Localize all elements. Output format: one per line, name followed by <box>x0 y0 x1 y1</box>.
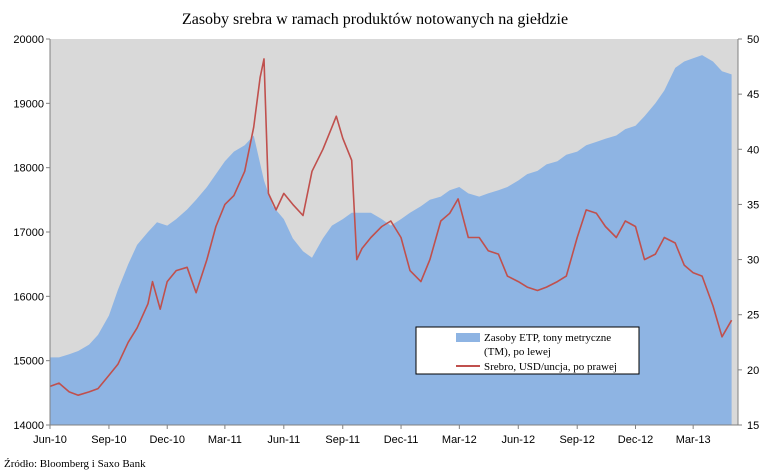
right-tick-label: 25 <box>747 310 759 322</box>
right-axis-ticks: 15 20 25 30 35 40 45 50 <box>738 34 759 432</box>
x-tick-label: Dec-11 <box>384 434 419 446</box>
left-tick-label: 19000 <box>13 98 44 110</box>
right-tick-label: 20 <box>747 365 759 377</box>
left-axis-ticks: 14000 15000 16000 17000 18000 19000 20000 <box>13 34 50 432</box>
x-tick-label: Sep-11 <box>325 434 360 446</box>
source-note: Źródło: Bloomberg i Saxo Bank <box>4 458 146 470</box>
x-tick-label: Jun-12 <box>501 434 535 446</box>
legend-box <box>415 326 640 375</box>
left-tick-label: 15000 <box>13 356 44 368</box>
right-tick-label: 30 <box>747 255 759 267</box>
legend-area-label-line2: (TM), po lewej <box>484 346 551 358</box>
x-tick-label: Jun-10 <box>33 434 67 446</box>
left-tick-label: 14000 <box>13 420 44 432</box>
right-tick-label: 40 <box>747 144 759 156</box>
x-tick-label: Jun-11 <box>267 434 300 446</box>
legend-area-label-line1: Zasoby ETP, tony metryczne <box>484 332 611 344</box>
x-tick-label: Mar-11 <box>208 434 242 446</box>
legend: Zasoby ETP, tony metryczne (TM), po lewe… <box>415 326 640 375</box>
x-tick-label: Mar-12 <box>442 434 477 446</box>
right-tick-label: 45 <box>747 89 759 101</box>
right-tick-label: 35 <box>747 199 759 211</box>
x-tick-label: Dec-12 <box>618 434 653 446</box>
x-tick-label: Sep-10 <box>91 434 126 446</box>
x-axis-ticks: Jun-10 Sep-10 Dec-10 Mar-11 Jun-11 Sep-11 Dec-… <box>33 425 711 446</box>
legend-line-label: Srebro, USD/uncja, po prawej <box>484 361 617 373</box>
left-tick-label: 20000 <box>13 34 44 46</box>
right-tick-label: 15 <box>747 420 759 432</box>
right-tick-label: 50 <box>747 34 759 46</box>
x-tick-label: Dec-10 <box>149 434 184 446</box>
silver-price-line <box>49 58 733 397</box>
left-tick-label: 18000 <box>13 163 44 175</box>
chart-title: Zasoby srebra w ramach produktów notowan… <box>182 11 568 28</box>
left-tick-label: 16000 <box>13 291 44 303</box>
left-tick-label: 17000 <box>13 227 44 239</box>
legend-area-swatch <box>456 333 480 342</box>
x-tick-label: Mar-13 <box>676 434 711 446</box>
line-series <box>49 58 733 397</box>
x-tick-label: Sep-12 <box>559 434 594 446</box>
